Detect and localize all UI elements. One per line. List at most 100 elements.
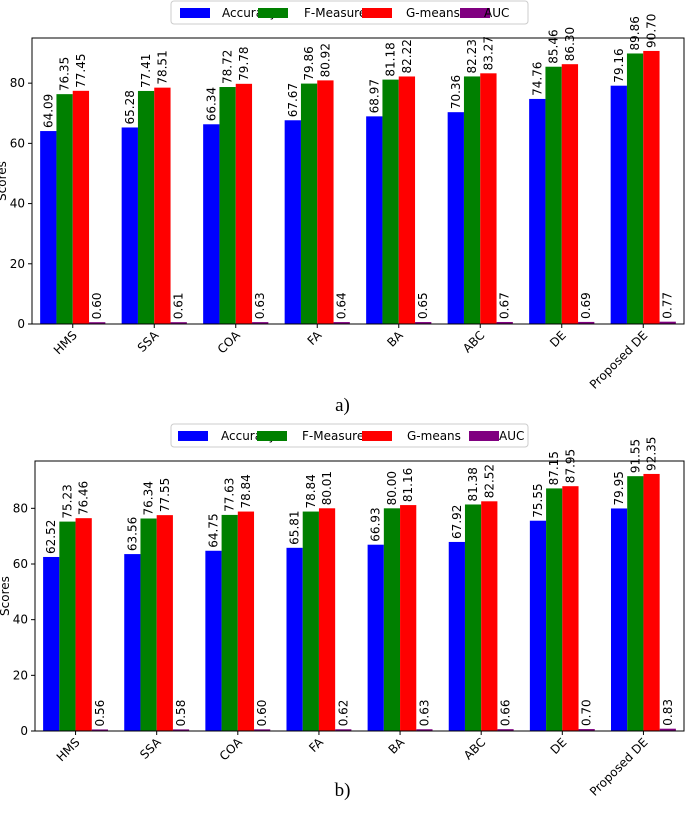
bar-g-means xyxy=(235,83,253,324)
data-label: 86.30 xyxy=(563,27,577,61)
x-tick-label: FA xyxy=(306,735,326,755)
bar-f-measure xyxy=(221,514,238,731)
data-label: 74.76 xyxy=(530,62,544,96)
bar-auc xyxy=(91,729,109,731)
data-label: 62.52 xyxy=(44,520,58,554)
legend-swatch-auc xyxy=(460,8,490,18)
legend-swatch-f-measure xyxy=(258,8,288,18)
bar-auc xyxy=(335,729,352,731)
legend-label-g-means: G-means xyxy=(406,6,460,20)
plot-frame xyxy=(34,460,685,732)
bar-auc xyxy=(578,729,595,731)
bar-f-measure xyxy=(140,518,157,731)
legend-swatch-auc xyxy=(469,431,499,441)
data-label: 77.41 xyxy=(139,54,153,88)
bar-accuracy xyxy=(286,547,303,731)
x-tick-label: DE xyxy=(547,328,569,350)
data-label: 80.92 xyxy=(318,43,332,77)
data-label: 67.92 xyxy=(450,505,464,539)
data-label: 0.62 xyxy=(336,700,350,727)
data-label: 63.56 xyxy=(125,517,139,551)
data-label: 0.64 xyxy=(335,292,349,319)
bar-auc xyxy=(415,322,432,324)
bar-g-means xyxy=(481,501,498,731)
legend-swatch-accuracy xyxy=(178,431,208,441)
bar-auc xyxy=(254,729,271,731)
bar-g-means xyxy=(317,80,334,324)
data-label: 78.84 xyxy=(304,474,318,508)
bar-g-means xyxy=(643,50,660,325)
x-tick-label: Proposed DE xyxy=(587,328,651,392)
data-label: 77.55 xyxy=(158,478,172,512)
legend-box xyxy=(170,423,529,448)
y-tick-label: 80 xyxy=(10,76,25,90)
y-tick-label: 20 xyxy=(10,257,25,271)
bar-accuracy xyxy=(529,520,547,731)
bar-auc xyxy=(170,322,187,324)
data-label: 82.52 xyxy=(482,464,496,498)
x-tick-label: ABC xyxy=(461,735,488,762)
data-label: 0.77 xyxy=(661,292,675,319)
bar-g-means xyxy=(561,64,579,324)
x-tick-label: BA xyxy=(384,328,406,350)
legend-swatch-accuracy xyxy=(180,8,210,18)
data-label: 70.36 xyxy=(449,75,463,109)
y-tick-label: 40 xyxy=(10,197,25,211)
data-label: 0.65 xyxy=(416,292,430,319)
data-label: 77.63 xyxy=(223,478,237,512)
x-tick-label: BA xyxy=(386,735,408,757)
bar-auc xyxy=(252,322,269,324)
data-label: 0.69 xyxy=(579,292,593,319)
bar-auc xyxy=(89,322,106,324)
data-label: 75.55 xyxy=(531,483,545,517)
data-label: 0.60 xyxy=(255,700,269,727)
data-label: 80.00 xyxy=(385,471,399,505)
data-label: 90.70 xyxy=(644,14,658,48)
bar-accuracy xyxy=(124,554,141,731)
data-label: 0.83 xyxy=(661,699,675,726)
data-label: 0.63 xyxy=(417,700,431,727)
legend-swatch-f-measure xyxy=(257,431,287,441)
legend-swatch-g-means xyxy=(362,431,392,441)
plot-frame xyxy=(31,37,685,325)
x-tick-label: COA xyxy=(215,328,244,357)
bar-f-measure xyxy=(546,488,563,731)
bar-g-means xyxy=(237,511,255,731)
bar-f-measure xyxy=(464,504,482,731)
bar-accuracy xyxy=(448,541,465,731)
bar-f-measure xyxy=(56,94,73,324)
bar-auc xyxy=(416,729,433,731)
bar-f-measure xyxy=(463,76,481,324)
y-tick-label: 60 xyxy=(10,136,25,150)
data-label: 76.35 xyxy=(58,57,72,91)
x-tick-label: SSA xyxy=(137,735,164,762)
x-tick-label: HMS xyxy=(54,735,83,764)
data-label: 78.72 xyxy=(221,50,235,84)
data-label: 79.16 xyxy=(612,48,626,82)
bar-f-measure xyxy=(300,83,318,324)
bar-accuracy xyxy=(43,556,60,731)
x-tick-label: ABC xyxy=(460,328,487,355)
data-label: 85.46 xyxy=(547,29,561,63)
data-label: 87.15 xyxy=(547,451,561,485)
data-label: 78.51 xyxy=(155,50,169,84)
bar-auc xyxy=(496,321,513,324)
data-label: 89.86 xyxy=(628,16,642,50)
data-label: 77.45 xyxy=(74,53,88,87)
data-label: 65.28 xyxy=(123,90,137,124)
legend-label-auc: AUC xyxy=(484,6,509,20)
data-label: 91.55 xyxy=(628,439,642,473)
data-label: 68.97 xyxy=(367,79,381,113)
bar-g-means xyxy=(400,505,417,731)
legend-swatch-g-means xyxy=(362,8,392,18)
bar-auc xyxy=(578,321,595,324)
y-axis-label: Scores xyxy=(0,161,9,201)
data-label: 75.23 xyxy=(60,484,74,518)
data-label: 0.70 xyxy=(580,699,594,726)
bar-f-measure xyxy=(219,87,236,324)
y-axis-label: Scores xyxy=(0,576,12,616)
bar-f-measure xyxy=(383,508,401,731)
bar-auc xyxy=(659,728,676,731)
data-label: 92.35 xyxy=(645,437,659,471)
